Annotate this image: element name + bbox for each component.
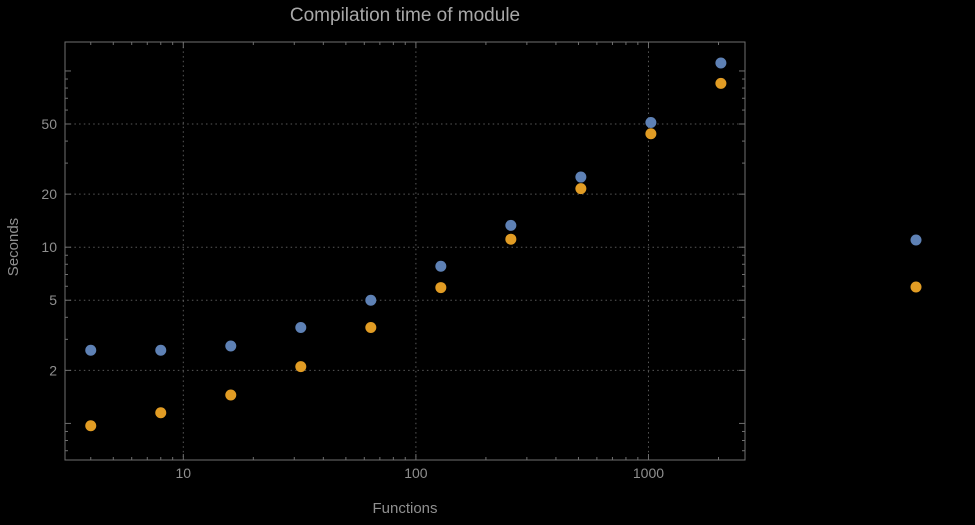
data-point-series-2-orange xyxy=(645,128,657,140)
data-point-series-1-blue xyxy=(155,344,167,356)
y-axis-label: Seconds xyxy=(5,217,22,277)
data-point-series-1-blue xyxy=(365,294,377,306)
data-point-series-2-orange xyxy=(225,389,237,401)
y-tick-label: 2 xyxy=(49,362,57,378)
data-point-series-2-orange xyxy=(435,282,447,294)
y-tick-label: 50 xyxy=(41,116,57,132)
data-point-series-1-blue xyxy=(505,219,517,231)
data-point-series-1-blue xyxy=(715,57,727,69)
data-point-series-1-blue xyxy=(645,116,657,128)
data-point-series-2-orange xyxy=(505,233,517,245)
data-point-series-2-orange xyxy=(715,77,727,89)
x-axis-label: Functions xyxy=(372,500,438,517)
data-point-series-1-blue xyxy=(85,344,97,356)
data-point-series-2-orange xyxy=(85,420,97,432)
y-tick-label: 5 xyxy=(49,292,57,308)
legend-marker-series-1-blue xyxy=(910,234,922,246)
data-point-series-2-orange xyxy=(575,183,587,195)
data-point-series-1-blue xyxy=(225,340,237,352)
x-tick-label: 100 xyxy=(404,465,428,481)
data-point-series-2-orange xyxy=(365,322,377,334)
x-tick-label: 1000 xyxy=(633,465,664,481)
plot-frame xyxy=(64,41,746,461)
data-point-series-1-blue xyxy=(575,171,587,183)
data-point-series-2-orange xyxy=(155,407,167,419)
x-tick-label: 10 xyxy=(176,465,192,481)
chart-title: Compilation time of module xyxy=(289,5,521,26)
data-point-series-2-orange xyxy=(295,361,307,373)
data-point-series-1-blue xyxy=(295,322,307,334)
data-point-series-1-blue xyxy=(435,260,447,272)
legend-marker-series-2-orange xyxy=(910,281,922,293)
y-tick-label: 10 xyxy=(41,239,57,255)
y-tick-label: 20 xyxy=(41,186,57,202)
